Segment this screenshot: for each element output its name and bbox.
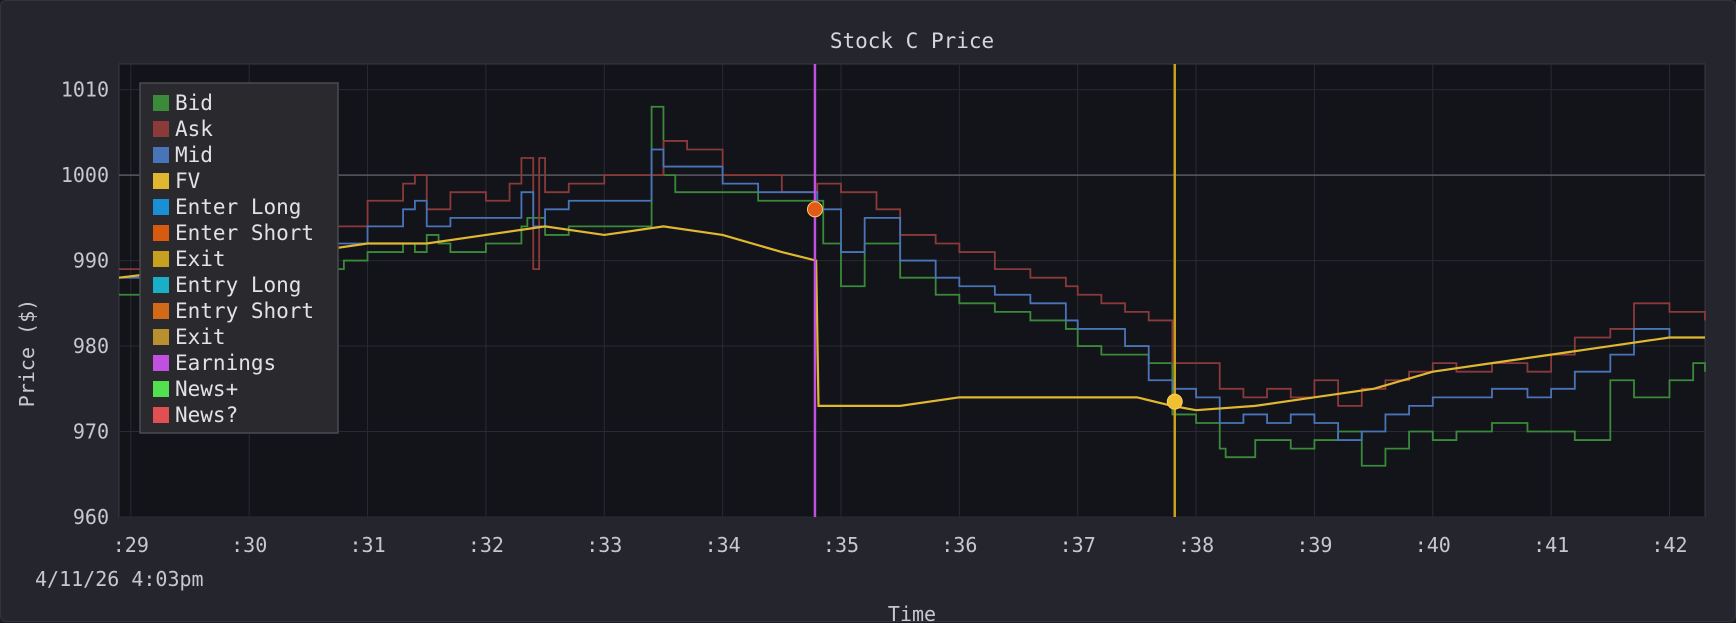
x-axis-label: Time [888,602,936,623]
legend-swatch [153,225,169,241]
marker-enter-short [806,201,823,218]
legend-item-exit[interactable]: Exit [175,325,226,349]
x-tick-label: :38 [1178,533,1214,557]
x-tick-label: :39 [1296,533,1332,557]
event-lines [813,64,1177,517]
legend-item-ask[interactable]: Ask [175,117,213,141]
x-tick-label: :35 [823,533,859,557]
legend-swatch [153,407,169,423]
x-tick-label: :42 [1651,533,1687,557]
y-axis-ticks: 960 970 980 990 1000 1010 [61,78,109,529]
y-tick-label: 970 [73,420,109,444]
chart-title: Stock C Price [830,29,994,53]
x-tick-label: :34 [705,533,741,557]
legend-item-news-[interactable]: News+ [175,377,238,401]
legend-swatch [153,381,169,397]
timestamp: 4/11/26 4:03pm [35,567,204,591]
legend-swatch [153,355,169,371]
legend-item-bid[interactable]: Bid [175,91,213,115]
series-fv-line [118,225,1705,412]
x-tick-label: :40 [1415,533,1451,557]
legend-swatch [153,147,169,163]
legend-item-entry-long[interactable]: Entry Long [175,273,301,297]
legend-item-entry-short[interactable]: Entry Short [175,299,314,323]
legend-swatch [153,303,169,319]
y-tick-label: 990 [73,249,109,273]
legend-swatch [153,329,169,345]
legend-item-mid[interactable]: Mid [175,143,213,167]
legend-item-enter-short[interactable]: Enter Short [175,221,314,245]
marker-exit [1166,393,1183,410]
x-tick-label: :29 [113,533,149,557]
y-axis-label: Price ($) [15,299,39,407]
x-tick-label: :31 [349,533,385,557]
series-bid-line [119,105,1706,467]
trade-markers [806,201,1183,410]
x-tick-label: :32 [468,533,504,557]
series-mid-line [119,148,1705,441]
legend-swatch [153,95,169,111]
legend-swatch [153,199,169,215]
y-tick-label: 1000 [61,163,109,187]
legend-item-exit[interactable]: Exit [175,247,226,271]
series-group [118,105,1706,467]
x-tick-label: :30 [231,533,267,557]
x-axis-ticks: :29 :30 :31 :32 :33 :34 :35 :36 :37 :38 :39 :40 :41:… [113,533,1688,557]
x-tick-label: :36 [941,533,977,557]
x-tick-label: :41 [1533,533,1569,557]
y-tick-label: 1010 [61,78,109,102]
legend-item-enter-long[interactable]: Enter Long [175,195,301,219]
legend-swatch [153,277,169,293]
x-tick-label: :33 [586,533,622,557]
legend-swatch [153,251,169,267]
legend-swatch [153,173,169,189]
legend-item-earnings[interactable]: Earnings [175,351,276,375]
y-tick-label: 960 [73,505,109,529]
x-tick-label: :37 [1060,533,1096,557]
series-ask-line [119,140,1706,407]
legend-box [139,82,339,434]
legend-item-news-[interactable]: News? [175,403,238,427]
plot-area [118,63,1706,518]
y-tick-label: 980 [73,334,109,358]
legend-swatch [153,121,169,137]
legend-item-fv[interactable]: FV [175,169,201,193]
